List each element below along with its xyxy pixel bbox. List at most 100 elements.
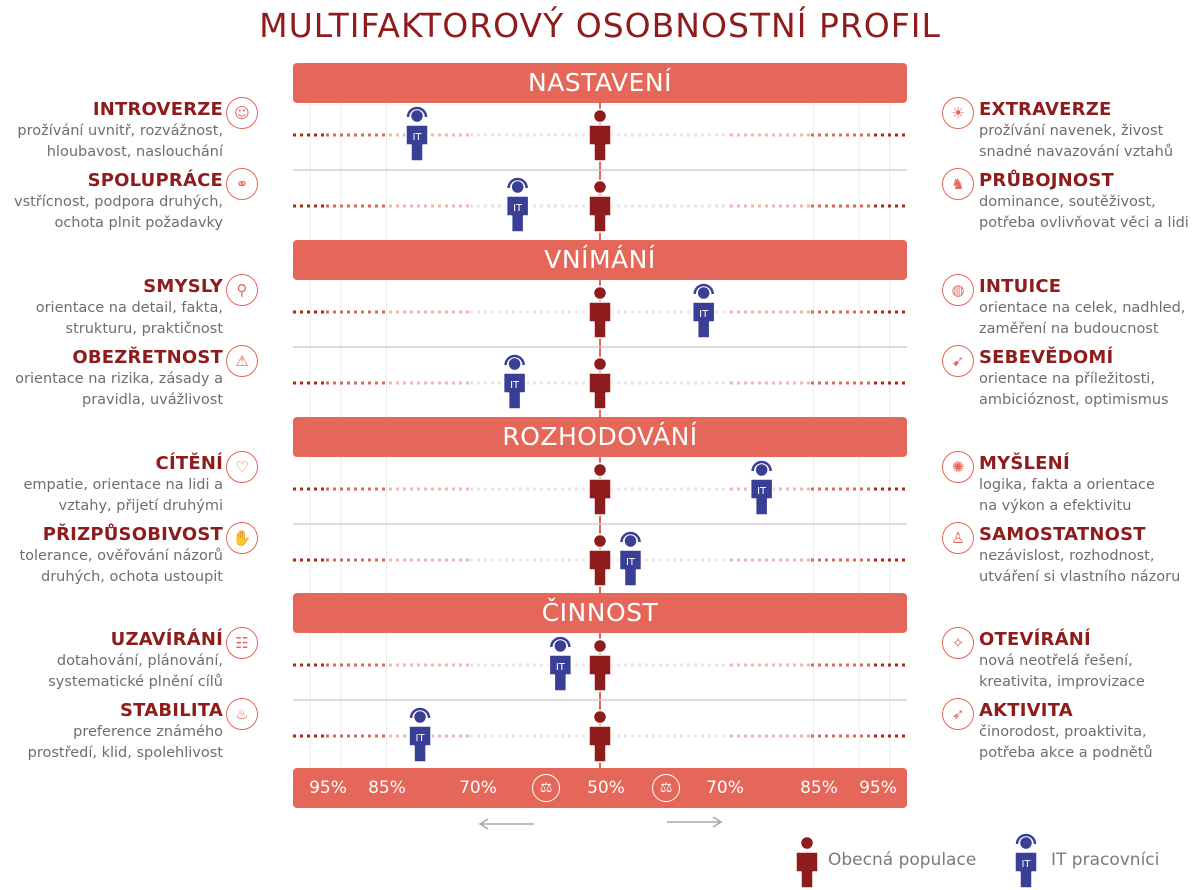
trait-right: SEBEVĚDOMÍ orientace na příležitosti, ambi… <box>979 347 1200 411</box>
trait-left: OBEZŘETNOST orientace na rizika, zásady a… <box>0 347 223 411</box>
trait-description: strukturu, praktičnost <box>65 321 223 337</box>
tick-label: 70% <box>459 778 497 798</box>
it-badge: IT <box>699 309 709 320</box>
trait-description: ochota plnit požadavky <box>54 215 223 231</box>
tick-label: 85% <box>368 778 406 798</box>
trait-description: potřeba ovlivňovat věci a lidi <box>979 215 1189 231</box>
trait-description: preference známého <box>73 724 223 740</box>
trait-description: potřeba akce a podnětů <box>979 745 1153 761</box>
trait-name: UZAVÍRÁNÍ <box>110 629 223 650</box>
trait-left: STABILITA preference známého prostředí, kl… <box>0 700 223 764</box>
data-point-general <box>588 709 612 763</box>
extravert-icon: ☀ <box>942 97 974 129</box>
data-point-general <box>588 638 612 692</box>
it-badge: IT <box>513 203 523 214</box>
trait-right: EXTRAVERZE prožívání navenek, živost snadn… <box>979 99 1200 163</box>
trait-description: hloubavost, naslouchání <box>46 144 223 160</box>
data-point-general <box>588 533 612 587</box>
trait-description: empatie, orientace na lidi a <box>23 477 223 493</box>
data-point-general <box>588 285 612 339</box>
checklist-icon: ☷ <box>226 627 258 659</box>
trait-left: SMYSLY orientace na detail, fakta, struktu… <box>0 276 223 340</box>
legend-marker-general <box>795 835 819 889</box>
arrow-left-icon <box>478 818 534 830</box>
it-badge: IT <box>757 486 767 497</box>
tick-label: 50% <box>587 778 625 798</box>
trait-name: INTROVERZE <box>92 99 223 120</box>
section-band: ČINNOST <box>293 593 907 633</box>
trait-description: logika, fakta a orientace <box>979 477 1155 493</box>
trait-right: SAMOSTATNOST nezávislost, rozhodnost, utvá… <box>979 524 1200 588</box>
data-point-general <box>588 462 612 516</box>
trait-description: tolerance, ověřování názorů <box>19 548 223 564</box>
trait-left: SPOLUPRÁCE vstřícnost, podpora druhých, oc… <box>0 170 223 234</box>
handshake-icon: ✋ <box>226 522 258 554</box>
warning-icon: ⚠ <box>226 345 258 377</box>
trait-description: prožívání navenek, živost <box>979 123 1164 139</box>
signpost-icon: ➹ <box>942 345 974 377</box>
balance-scale-icon: ⚖ <box>532 774 560 802</box>
trait-left: UZAVÍRÁNÍ dotahování, plánování, systemati… <box>0 629 223 693</box>
tick-label: 70% <box>706 778 744 798</box>
legend-label-general: Obecná populace <box>828 850 977 870</box>
trait-description: činorodost, proaktivita, <box>979 724 1147 740</box>
trait-description: orientace na příležitosti, <box>979 371 1155 387</box>
trait-name: SAMOSTATNOST <box>979 524 1146 545</box>
trait-description: zaměření na budoucnost <box>979 321 1159 337</box>
it-badge: IT <box>416 733 426 744</box>
trait-right: PRŮBOJNOST dominance, soutěživost, potřeba… <box>979 170 1200 234</box>
trait-description: nezávislost, rozhodnost, <box>979 548 1155 564</box>
trait-description: orientace na detail, fakta, <box>35 300 223 316</box>
assertiveness-icon: ♞ <box>942 168 974 200</box>
trait-left: INTROVERZE prožívání uvnitř, rozvážnost, h… <box>0 99 223 163</box>
trait-left: PŘIZPŮSOBIVOST tolerance, ověřování názor… <box>0 524 223 588</box>
trait-right: AKTIVITA činorodost, proaktivita, potřeba … <box>979 700 1200 764</box>
trait-left: CÍTĚNÍ empatie, orientace na lidi a vztahy… <box>0 453 223 517</box>
cooperation-icon: ⚭ <box>226 168 258 200</box>
legend-marker-it: IT <box>1014 833 1038 889</box>
introvert-icon: ☺ <box>226 97 258 129</box>
it-badge: IT <box>556 662 566 673</box>
independence-icon: ♙ <box>942 522 974 554</box>
trait-name: SMYSLY <box>143 276 223 297</box>
trait-name: PRŮBOJNOST <box>979 170 1114 191</box>
globe-icon: ◍ <box>942 274 974 306</box>
data-point-it: IT <box>618 531 643 587</box>
x-axis-bar: 95% 85% 70% 50% 70% 85% 95% ⚖ ⚖ <box>293 768 907 808</box>
trait-description: nová neotřelá řešení, <box>979 653 1133 669</box>
trait-name: AKTIVITA <box>979 700 1073 721</box>
trait-name: SPOLUPRÁCE <box>87 170 223 191</box>
trait-description: dominance, soutěživost, <box>979 194 1156 210</box>
trait-description: prožívání uvnitř, rozvážnost, <box>17 123 223 139</box>
trait-description: snadné navazování vztahů <box>979 144 1174 160</box>
arrow-right-icon <box>667 816 723 828</box>
lightbulb-icon: ✧ <box>942 627 974 659</box>
trait-description: orientace na rizika, zásady a <box>15 371 223 387</box>
it-badge: IT <box>626 557 636 568</box>
brain-icon: ✺ <box>942 451 974 483</box>
chart-title: MULTIFAKTOROVÝ OSOBNOSTNÍ PROFIL <box>259 6 941 45</box>
data-point-it: IT <box>502 354 527 410</box>
trait-description: vstřícnost, podpora druhých, <box>13 194 223 210</box>
trait-right: INTUICE orientace na celek, nadhled, zaměř… <box>979 276 1200 340</box>
trait-name: MYŠLENÍ <box>979 453 1070 474</box>
trait-right: MYŠLENÍ logika, fakta a orientace na výkon… <box>979 453 1200 517</box>
tick-label: 85% <box>800 778 838 798</box>
it-badge: IT <box>1021 859 1031 870</box>
tick-label: 95% <box>859 778 897 798</box>
data-point-general <box>588 179 612 233</box>
heart-icon: ♡ <box>226 451 258 483</box>
data-point-general <box>588 108 612 162</box>
trait-description: prostředí, klid, spolehlivost <box>27 745 223 761</box>
trait-description: vztahy, přijetí druhými <box>58 498 224 514</box>
trait-name: OTEVÍRÁNÍ <box>979 629 1091 650</box>
data-point-it: IT <box>749 460 774 516</box>
magnifier-icon: ⚲ <box>226 274 258 306</box>
trait-description: dotahování, plánování, <box>56 653 223 669</box>
trait-description: orientace na celek, nadhled, <box>979 300 1186 316</box>
balance-scale-icon: ⚖ <box>652 774 680 802</box>
stability-icon: ♨ <box>226 698 258 730</box>
data-point-it: IT <box>408 707 432 763</box>
data-point-it: IT <box>548 636 573 692</box>
